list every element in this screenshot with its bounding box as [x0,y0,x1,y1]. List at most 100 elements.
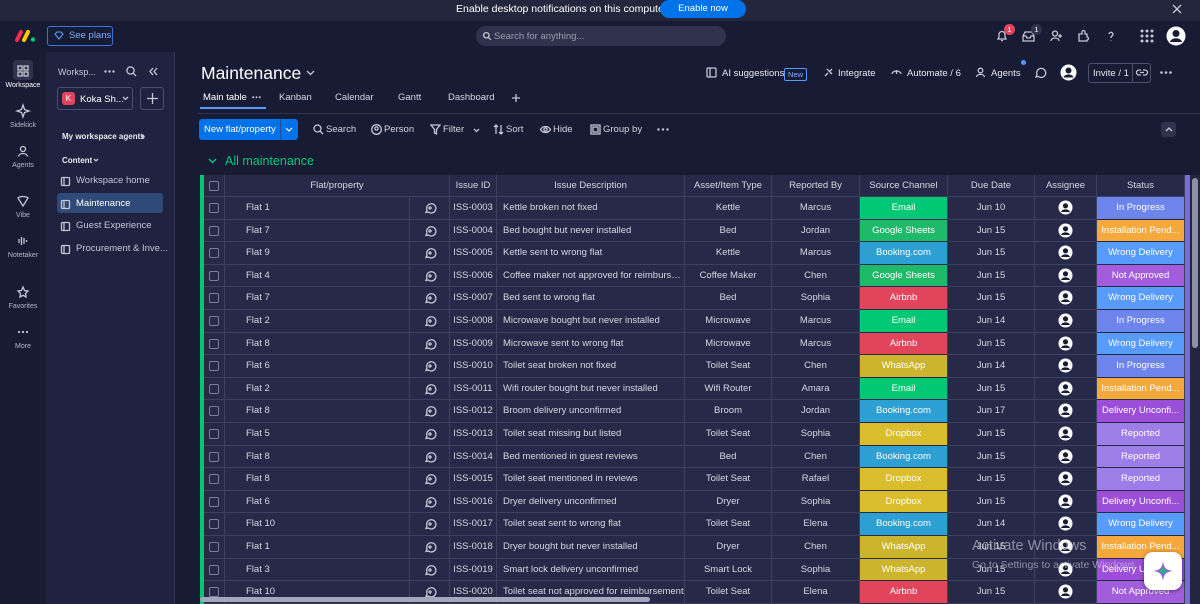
rail-label[interactable]: More [15,343,31,350]
bell-icon[interactable] [996,30,1008,42]
board-menu[interactable] [1160,71,1172,74]
cell[interactable]: Toilet Seat [685,513,772,536]
integrate[interactable]: Integrate [838,68,876,79]
source-channel[interactable]: Airbnb [860,581,948,604]
cell[interactable]: Kettle [685,242,772,265]
cell[interactable]: Microwave sent to wrong flat [497,332,685,356]
status[interactable]: Wrong Delivery [1097,332,1185,356]
view-tab[interactable]: Dashboard [448,92,495,103]
cell[interactable]: Jun 14 [948,355,1035,378]
source-channel[interactable]: WhatsApp [860,355,948,378]
agents-link[interactable]: My workspace agents [62,132,145,141]
rail-label[interactable]: Vibe [16,212,30,219]
cell[interactable]: Marcus [772,310,860,333]
automate[interactable]: Automate / 6 [907,68,961,79]
cell[interactable]: Smart lock delivery unconfirmed [497,558,685,582]
cell[interactable]: Jun 15 [948,287,1035,310]
cell[interactable]: Jun 15 [948,219,1035,243]
status[interactable]: Delivery Unconfi... [1097,490,1185,514]
cell[interactable]: Jun 14 [948,513,1035,536]
cell[interactable]: Coffee Maker [685,264,772,288]
cell[interactable]: Dryer delivery unconfirmed [497,490,685,514]
flat-cell[interactable]: Flat 1 [225,536,410,559]
cell[interactable]: Jun 15 [948,558,1035,582]
source-channel[interactable]: Booking.com [860,513,948,536]
cell[interactable]: Broom delivery unconfirmed [497,400,685,423]
flat-cell[interactable]: Flat 8 [225,332,410,356]
horizontal-scroll-thumb[interactable] [200,597,650,602]
cell[interactable]: Dryer [685,536,772,559]
cell[interactable]: Jun 15 [948,581,1035,604]
source-channel[interactable]: Google Sheets [860,264,948,288]
user-avatar[interactable] [1166,26,1186,46]
view-tab[interactable]: Gantt [398,92,422,103]
search-box[interactable] [476,26,726,46]
rail-label[interactable]: Sidekick [9,122,37,129]
rail-label[interactable]: Notetaker [7,252,39,259]
cell[interactable]: ISS-0016 [450,490,497,514]
cell[interactable]: Jun 15 [948,242,1035,265]
tool-sort[interactable]: Sort [506,124,524,135]
cell[interactable]: ISS-0010 [450,355,497,378]
add-view[interactable] [512,94,520,102]
cell[interactable]: Bed bought but never installed [497,219,685,243]
flat-cell[interactable]: Flat 4 [225,264,410,288]
cell[interactable]: Marcus [772,242,860,265]
source-channel[interactable]: Dropbox [860,490,948,514]
invite-icon[interactable] [1050,30,1063,42]
source-channel[interactable]: Email [860,197,948,220]
new-item-button[interactable] [199,119,298,140]
invite-button[interactable] [1088,63,1151,83]
owner-avatar[interactable] [1060,64,1077,81]
column-header[interactable]: Issue Description [497,175,685,197]
cell[interactable]: ISS-0012 [450,400,497,423]
column-header[interactable]: Assignee [1035,175,1097,197]
cell[interactable]: Toilet Seat [685,423,772,446]
status[interactable]: Reported [1097,423,1185,446]
cell[interactable]: Kettle broken not fixed [497,197,685,220]
cell[interactable]: Kettle [685,197,772,220]
status[interactable]: In Progress [1097,197,1185,220]
cell[interactable]: ISS-0007 [450,287,497,310]
flat-cell[interactable]: Flat 6 [225,490,410,514]
cell[interactable]: Jun 15 [948,377,1035,401]
flat-cell[interactable]: Flat 10 [225,513,410,536]
source-channel[interactable]: Dropbox [860,468,948,491]
workspace-selector[interactable] [57,87,133,110]
help-icon[interactable] [1105,30,1117,42]
flat-cell[interactable]: Flat 6 [225,355,410,378]
inbox-icon[interactable] [1022,31,1035,42]
cell[interactable]: Bed [685,287,772,310]
tool-hide[interactable]: Hide [553,124,573,135]
rail-label[interactable]: Workspace [5,82,41,89]
see-plans-button[interactable] [47,26,113,46]
status[interactable]: Reported [1097,445,1185,469]
flat-cell[interactable]: Flat 1 [225,197,410,220]
cell[interactable]: Chen [772,264,860,288]
flat-cell[interactable]: Flat 8 [225,400,410,423]
cell[interactable]: ISS-0018 [450,536,497,559]
source-channel[interactable]: WhatsApp [860,558,948,582]
logo[interactable] [14,30,36,42]
scroll-thumb[interactable] [1192,178,1198,348]
cell[interactable]: Microwave [685,332,772,356]
cell[interactable]: Chen [772,536,860,559]
cell[interactable]: Wifi Router [685,377,772,401]
cell[interactable]: Sophia [772,490,860,514]
cell[interactable]: ISS-0015 [450,468,497,491]
column-header[interactable]: Flat/property [225,175,450,197]
status[interactable]: Wrong Delivery [1097,513,1185,536]
cell[interactable]: Elena [772,581,860,604]
source-channel[interactable]: Booking.com [860,242,948,265]
flat-cell[interactable]: Flat 7 [225,219,410,243]
cell[interactable]: Toilet Seat [685,355,772,378]
cell[interactable]: Jun 14 [948,310,1035,333]
column-header[interactable]: Asset/Item Type [685,175,772,197]
view-tab[interactable]: Kanban [279,92,312,103]
collapse-icon[interactable] [149,67,158,76]
cell[interactable]: Coffee maker not approved for reimbursem… [497,264,685,288]
cell[interactable]: Jun 15 [948,332,1035,356]
sidebar-search-icon[interactable] [126,66,137,77]
column-header[interactable]: Issue ID [450,175,497,197]
apps-icon[interactable] [1077,29,1090,42]
